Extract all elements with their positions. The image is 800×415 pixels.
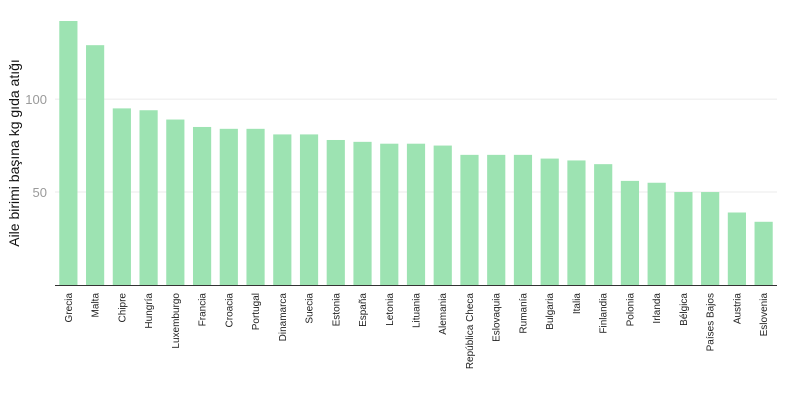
bar bbox=[674, 192, 693, 285]
bar bbox=[299, 134, 319, 285]
x-tick-label: Eslovaquia bbox=[492, 293, 503, 342]
x-tick-label: Polonia bbox=[625, 293, 636, 327]
x-tick-label: Alemania bbox=[438, 293, 449, 335]
bar bbox=[246, 128, 265, 285]
x-tick-label: Suecia bbox=[305, 293, 316, 324]
x-tick-label: Irlanda bbox=[652, 293, 663, 324]
x-tick-label: Malta bbox=[91, 293, 102, 318]
x-tick-label: Lituania bbox=[412, 293, 423, 328]
y-tick-label: 50 bbox=[33, 185, 47, 200]
bars bbox=[59, 21, 773, 286]
bar bbox=[727, 212, 746, 285]
x-tick-label: Estonia bbox=[331, 293, 342, 327]
x-tick-label: Bulgaria bbox=[545, 293, 556, 330]
x-tick-label: Finlandia bbox=[599, 293, 610, 334]
x-tick-label: Grecia bbox=[64, 293, 75, 323]
y-axis-title: Aile birimi başına kg gıda atığı bbox=[6, 59, 22, 247]
bar bbox=[112, 108, 131, 285]
bar bbox=[219, 128, 238, 285]
x-tick-label: Croacia bbox=[224, 293, 235, 328]
category-labels: Grecia Malta Chipre Hungría Luxemburgo Franci… bbox=[64, 293, 770, 370]
x-tick-label: Portugal bbox=[251, 293, 262, 330]
x-tick-label: Austria bbox=[732, 293, 743, 325]
x-tick-label: Italia bbox=[572, 293, 583, 315]
bar bbox=[59, 21, 78, 285]
y-tick-label: 100 bbox=[25, 92, 47, 107]
x-tick-label: Países Bajos bbox=[706, 293, 717, 351]
bar bbox=[166, 119, 185, 285]
bar bbox=[192, 126, 212, 285]
x-tick-label: Chipre bbox=[117, 293, 128, 323]
x-tick-label: Rumanía bbox=[518, 293, 529, 334]
x-tick-label: Hungría bbox=[144, 293, 155, 329]
bar bbox=[326, 139, 345, 285]
bar bbox=[647, 182, 666, 285]
bar bbox=[701, 192, 720, 285]
bar bbox=[380, 143, 399, 285]
x-tick-label: Letonia bbox=[385, 293, 396, 326]
bar bbox=[460, 154, 479, 285]
bar bbox=[594, 164, 613, 285]
bar bbox=[513, 154, 533, 285]
bar bbox=[433, 145, 452, 285]
bar bbox=[406, 143, 426, 285]
x-tick-label: Eslovenia bbox=[759, 293, 770, 337]
x-tick-label: España bbox=[358, 293, 369, 327]
x-tick-label: Francia bbox=[198, 293, 209, 327]
x-tick-label: República Checa bbox=[465, 293, 476, 370]
bar bbox=[86, 45, 105, 286]
bar bbox=[620, 180, 640, 285]
bar bbox=[139, 110, 158, 285]
x-tick-label: Dinamarca bbox=[278, 293, 289, 342]
y-tick-labels: 50 100 bbox=[25, 92, 47, 200]
x-tick-label: Luxemburgo bbox=[171, 293, 182, 349]
bar bbox=[540, 158, 559, 285]
bar bbox=[273, 134, 292, 285]
bar bbox=[567, 160, 586, 285]
bar bbox=[487, 154, 506, 285]
x-tick-label: Bélgica bbox=[679, 293, 690, 326]
bar bbox=[754, 221, 773, 285]
bar bbox=[353, 141, 372, 285]
